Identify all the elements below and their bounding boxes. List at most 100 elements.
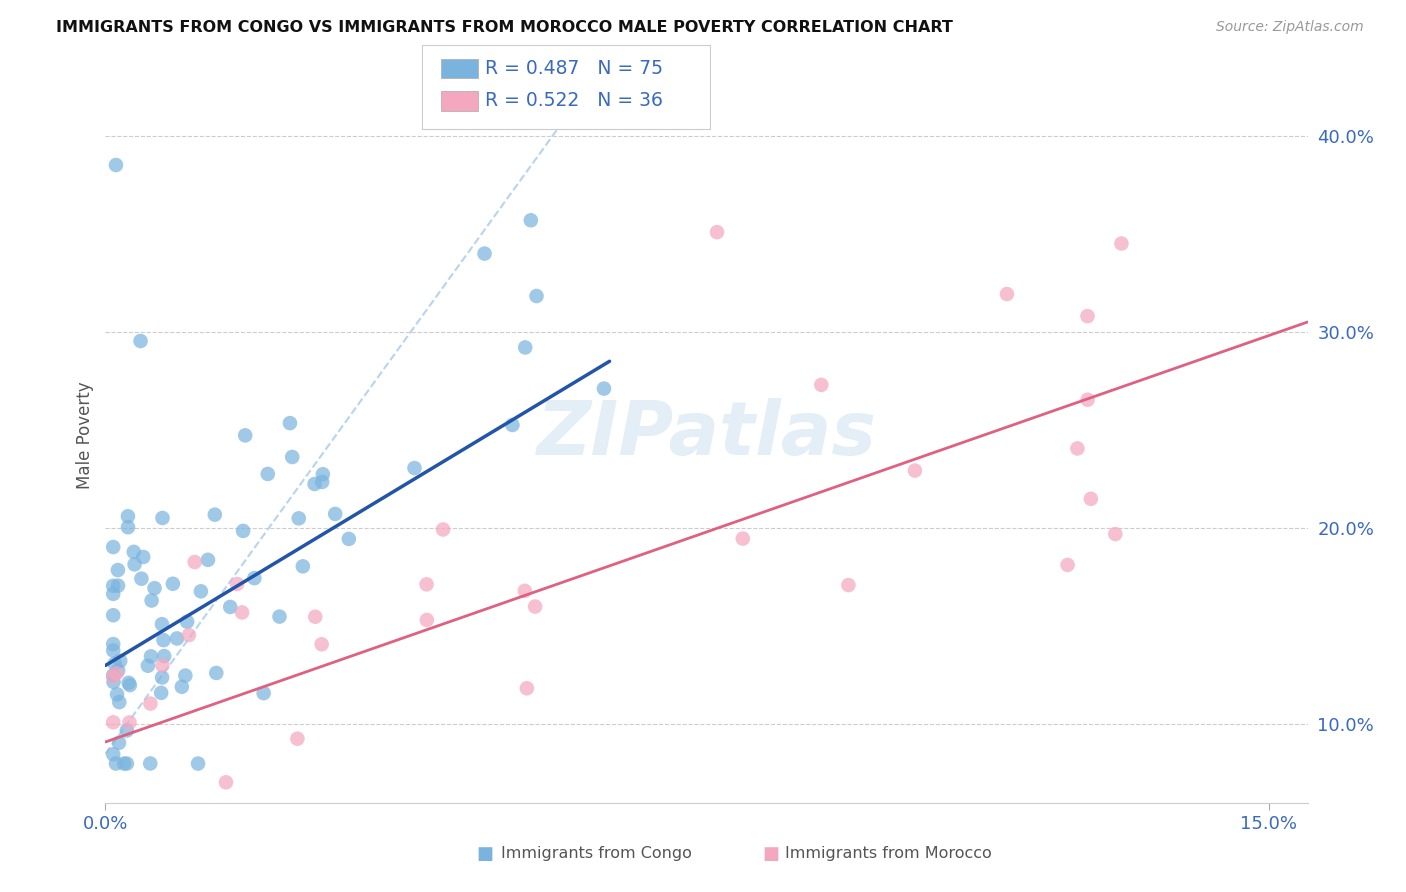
Point [143,581,166,595]
Point [1080,491,1102,506]
Point [103,637,125,651]
Point [117,520,139,534]
Point [278,416,301,430]
Point [233,428,256,442]
Point [266,828,288,842]
Point [104,657,127,671]
Point [103,715,125,730]
Point [256,467,278,481]
Point [124,835,146,849]
Point [1076,309,1098,323]
Point [1066,442,1088,456]
Point [501,417,523,432]
Point [837,578,859,592]
Point [516,681,538,696]
Point [107,664,129,678]
Point [311,475,333,489]
Text: R = 0.487   N = 75: R = 0.487 N = 75 [485,59,664,78]
Point [287,731,309,746]
Point [311,637,333,651]
Point [1077,392,1099,407]
Point [104,158,127,172]
Point [153,648,176,663]
Text: ■: ■ [477,845,494,863]
Point [139,697,162,711]
Point [108,736,131,750]
Text: ■: ■ [762,845,779,863]
Point [404,461,426,475]
Point [190,584,212,599]
Point [243,571,266,585]
Point [105,687,128,701]
Point [1111,236,1133,251]
Point [103,579,125,593]
Point [706,225,728,239]
Point [122,545,145,559]
Text: R = 0.522   N = 36: R = 0.522 N = 36 [485,91,664,111]
Point [204,508,226,522]
Point [513,583,536,598]
Point [269,609,291,624]
Point [520,213,543,227]
Point [323,507,346,521]
Point [131,572,153,586]
Point [170,680,193,694]
Point [103,540,125,554]
Y-axis label: Male Poverty: Male Poverty [76,381,94,489]
Point [103,675,125,690]
Point [124,558,146,572]
Point [197,553,219,567]
Point [118,678,141,692]
Point [103,587,125,601]
Point [524,599,547,614]
Point [132,549,155,564]
Point [810,377,832,392]
Point [1056,558,1078,572]
Point [731,532,754,546]
Point [232,524,254,538]
Point [136,658,159,673]
Point [215,775,238,789]
Point [141,593,163,607]
Point [103,747,125,762]
Point [304,609,326,624]
Point [107,563,129,577]
Point [177,628,200,642]
Point [103,670,125,684]
Text: Immigrants from Morocco: Immigrants from Morocco [785,847,991,861]
Point [110,654,132,668]
Point [205,665,228,680]
Point [281,450,304,464]
Point [103,643,125,657]
Point [174,668,197,682]
Point [107,579,129,593]
Text: Source: ZipAtlas.com: Source: ZipAtlas.com [1216,20,1364,34]
Point [152,511,174,525]
Point [117,509,139,524]
Text: Immigrants from Congo: Immigrants from Congo [501,847,692,861]
Point [219,599,242,614]
Point [904,464,927,478]
Point [117,835,139,849]
Point [337,532,360,546]
Text: ZIPatlas: ZIPatlas [537,399,876,471]
Point [150,658,173,673]
Point [108,695,131,709]
Point [176,615,198,629]
Point [112,756,135,771]
Point [474,246,496,260]
Point [117,675,139,690]
Point [115,756,138,771]
Point [593,382,616,396]
Point [415,577,437,591]
Point [103,668,125,682]
Point [526,289,548,303]
Point [139,649,162,664]
Point [995,287,1018,301]
Point [129,334,152,348]
Point [162,576,184,591]
Point [312,467,335,482]
Point [103,608,125,623]
Point [1104,527,1126,541]
Point [139,756,162,771]
